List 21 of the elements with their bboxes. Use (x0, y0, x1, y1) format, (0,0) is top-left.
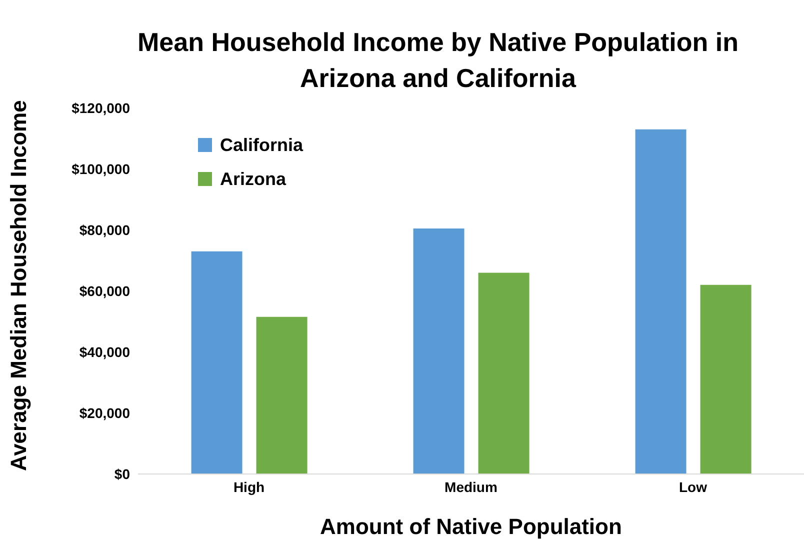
legend-label: Arizona (220, 168, 286, 190)
chart-title: Mean Household Income by Native Population in Arizona and California (136, 26, 740, 95)
y-tick-label: $120,000 (72, 100, 130, 116)
y-tick-label: $80,000 (79, 222, 130, 238)
y-axis-title: Average Median Household Income (6, 100, 31, 471)
x-tick-label: Low (679, 478, 708, 495)
legend-label: California (220, 134, 304, 156)
bar (700, 284, 752, 474)
x-tick-label: High (233, 478, 265, 495)
x-axis-title: Amount of Native Population (320, 514, 622, 539)
y-tick-label: $40,000 (79, 344, 130, 360)
y-tick-label: $20,000 (79, 404, 130, 421)
bar (256, 316, 308, 474)
y-tick-label: $0 (114, 466, 130, 482)
y-tick-label: $60,000 (79, 282, 130, 299)
bar (413, 228, 464, 474)
y-tick-label: $100,000 (72, 160, 130, 177)
bar (191, 251, 242, 474)
x-tick-label: Medium (444, 478, 498, 495)
bar (478, 272, 530, 474)
bar (635, 129, 686, 474)
